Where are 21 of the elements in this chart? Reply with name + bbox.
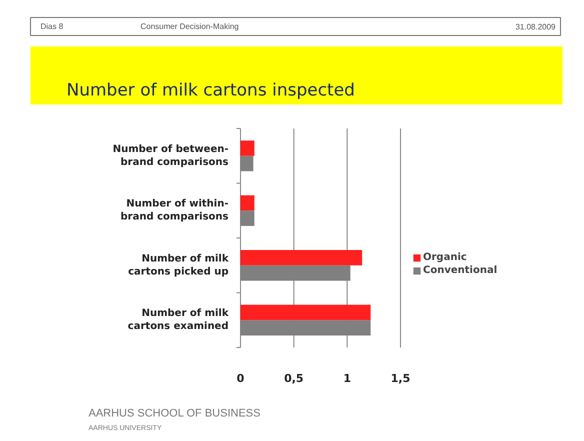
x-tick-label: 0,5 — [284, 372, 304, 385]
text: Dias 8 — [40, 22, 64, 31]
bar — [240, 140, 254, 156]
y-tick-label: Number of milk cartons picked up — [128, 253, 229, 278]
y-tick-label: Number of milk cartons examined — [128, 308, 229, 332]
bar — [240, 250, 362, 266]
legend-label: Organic — [423, 252, 467, 263]
y-tick-label: Number of between-brand comparisons — [112, 144, 229, 168]
x-tick-label: 1 — [343, 372, 351, 385]
bar — [240, 210, 254, 226]
legend-label: Conventional — [423, 265, 498, 276]
x-tick-label: 1,5 — [390, 372, 410, 385]
x-tick-label: 0 — [236, 372, 245, 385]
bar — [240, 195, 254, 211]
y-tick-label: Number of within-brand comparisons — [120, 198, 229, 223]
bar — [240, 156, 254, 172]
text: AARHUS SCHOOL OF BUSINESS — [88, 408, 260, 420]
chart-title: Number of milk cartons inspected — [66, 80, 355, 100]
bar — [240, 304, 371, 320]
text: Consumer Decision-Making — [140, 22, 239, 31]
text: 31.08.2009 — [515, 22, 556, 32]
